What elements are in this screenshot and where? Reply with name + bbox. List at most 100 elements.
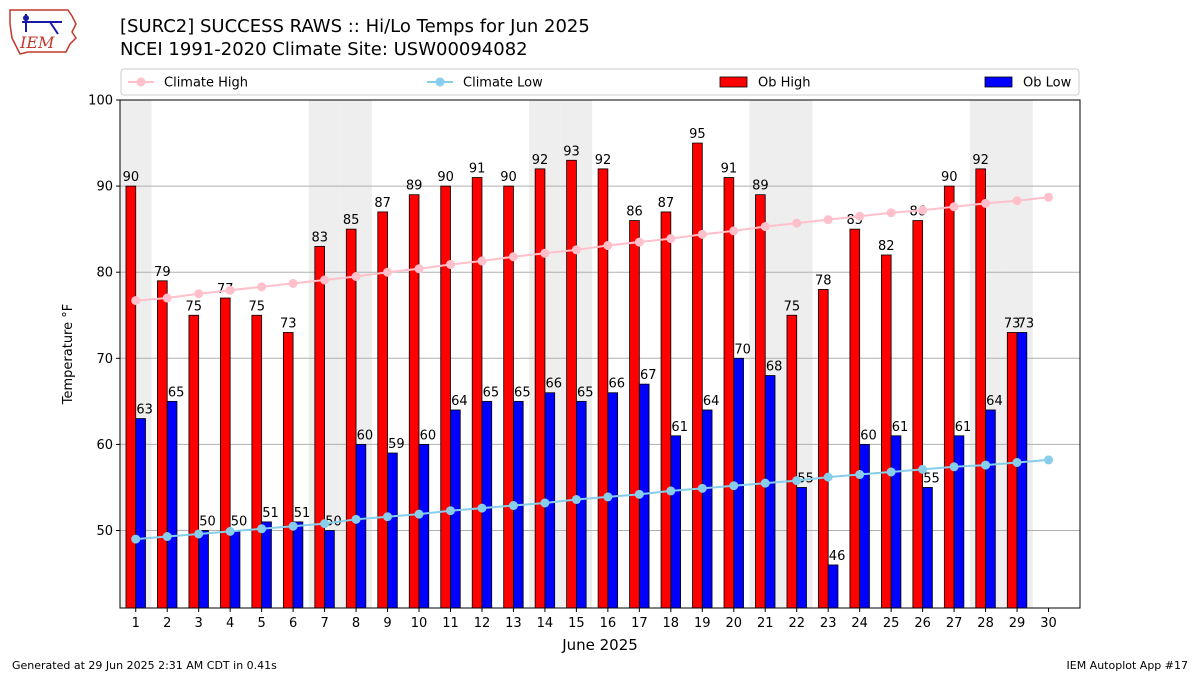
climate-high-point	[729, 226, 739, 236]
ob-low-bar	[135, 418, 146, 609]
x-tick-label: 9	[383, 616, 391, 631]
ob-high-bar	[282, 332, 294, 609]
climate-high-point	[131, 296, 141, 306]
ob-low-label: 61	[955, 420, 972, 435]
legend-climate-high-marker	[136, 77, 146, 87]
x-tick-label: 17	[631, 616, 648, 631]
climate-high-point	[508, 252, 518, 262]
ob-low-bar	[418, 444, 430, 609]
ob-low-bar	[922, 487, 933, 609]
climate-low-point	[351, 514, 361, 524]
ob-high-label: 79	[154, 265, 171, 280]
ob-low-bar	[827, 564, 839, 609]
climate-high-point	[697, 229, 707, 239]
legend-climate-low-marker	[435, 77, 445, 87]
climate-low-point	[949, 462, 959, 472]
climate-low-point	[477, 503, 487, 513]
climate-high-point	[257, 282, 267, 292]
climate-low-point	[162, 532, 172, 542]
ob-high-bar	[345, 228, 357, 609]
ob-low-label: 67	[640, 368, 657, 383]
ob-high-bar	[440, 185, 451, 609]
ob-low-label: 64	[703, 394, 720, 409]
ob-low-label: 55	[923, 471, 940, 486]
climate-high-point	[1044, 192, 1054, 202]
x-tick-label: 19	[694, 616, 711, 631]
climate-high-line	[135, 196, 1049, 302]
ob-high-bar	[660, 211, 672, 609]
climate-high-point	[540, 248, 550, 258]
x-tick-label: 13	[505, 616, 522, 631]
climate-high-point	[1012, 196, 1022, 206]
climate-low-point	[508, 501, 518, 511]
ob-high-bar	[1006, 332, 1018, 609]
ob-low-bar	[229, 530, 241, 609]
x-tick-label: 15	[568, 616, 585, 631]
ob-low-label: 65	[577, 385, 594, 400]
climate-high-point	[414, 264, 424, 274]
y-tick-label: 80	[96, 266, 113, 281]
ob-high-bar	[408, 194, 420, 609]
climate-high-point	[603, 241, 613, 251]
ob-high-bar	[471, 177, 483, 609]
climate-low-point	[666, 486, 676, 496]
climate-high-point	[981, 198, 991, 208]
legend-box	[120, 68, 1080, 96]
ob-low-label: 50	[231, 515, 248, 530]
ob-low-bar	[953, 435, 965, 609]
ob-low-bar	[355, 444, 367, 609]
x-tick-label: 6	[289, 616, 297, 631]
ob-high-bar	[220, 297, 231, 609]
ob-high-bar	[692, 142, 703, 609]
ob-low-label: 66	[546, 377, 563, 392]
ob-low-label: 73	[1018, 316, 1035, 331]
ob-high-bar	[755, 194, 766, 609]
ob-low-label: 61	[892, 420, 909, 435]
ob-low-bar	[859, 444, 870, 609]
climate-low-line	[135, 458, 1049, 541]
y-axis-label: Temperature °F	[61, 304, 76, 405]
x-tick-label: 7	[320, 616, 328, 631]
ob-low-bar	[198, 530, 209, 609]
ob-high-label: 91	[469, 161, 486, 176]
ob-low-bar	[166, 400, 178, 609]
x-tick-label: 14	[537, 616, 554, 631]
climate-high-point	[162, 293, 172, 303]
ob-high-bar	[786, 314, 798, 609]
ob-low-bar	[670, 435, 681, 609]
ob-low-label: 63	[136, 403, 153, 418]
ob-low-bar	[796, 487, 807, 609]
x-tick-label: 22	[788, 616, 805, 631]
ob-low-bar	[764, 375, 776, 609]
climate-low-point	[886, 467, 896, 477]
climate-high-point	[886, 208, 896, 218]
logo-text: IEM	[19, 33, 55, 52]
climate-low-point	[603, 492, 613, 502]
y-tick-label: 60	[96, 438, 113, 453]
ob-high-label: 75	[186, 299, 203, 314]
ob-high-label: 90	[500, 170, 517, 185]
x-tick-label: 29	[1009, 616, 1026, 631]
ob-high-bar	[818, 289, 829, 609]
ob-high-bar	[314, 245, 325, 609]
app-footer: IEM Autoplot App #17	[1066, 659, 1189, 672]
climate-low-point	[414, 509, 424, 519]
ob-high-bar	[566, 159, 577, 609]
climate-high-point	[823, 215, 833, 225]
x-tick-label: 21	[757, 616, 774, 631]
ob-low-bar	[575, 400, 587, 609]
climate-low-point	[918, 464, 928, 474]
x-tick-label: 27	[946, 616, 963, 631]
x-tick-label: 8	[352, 616, 360, 631]
climate-low-point	[1044, 455, 1054, 465]
ob-low-bar	[261, 521, 272, 609]
ob-low-bar	[387, 452, 398, 609]
ob-low-label: 65	[514, 385, 531, 400]
ob-high-bar	[188, 314, 200, 609]
ob-low-label: 61	[671, 420, 688, 435]
ob-high-bar	[597, 168, 609, 609]
x-tick-label: 3	[195, 616, 203, 631]
x-tick-label: 5	[257, 616, 265, 631]
climate-high-point	[288, 278, 298, 288]
x-tick-label: 23	[820, 616, 837, 631]
